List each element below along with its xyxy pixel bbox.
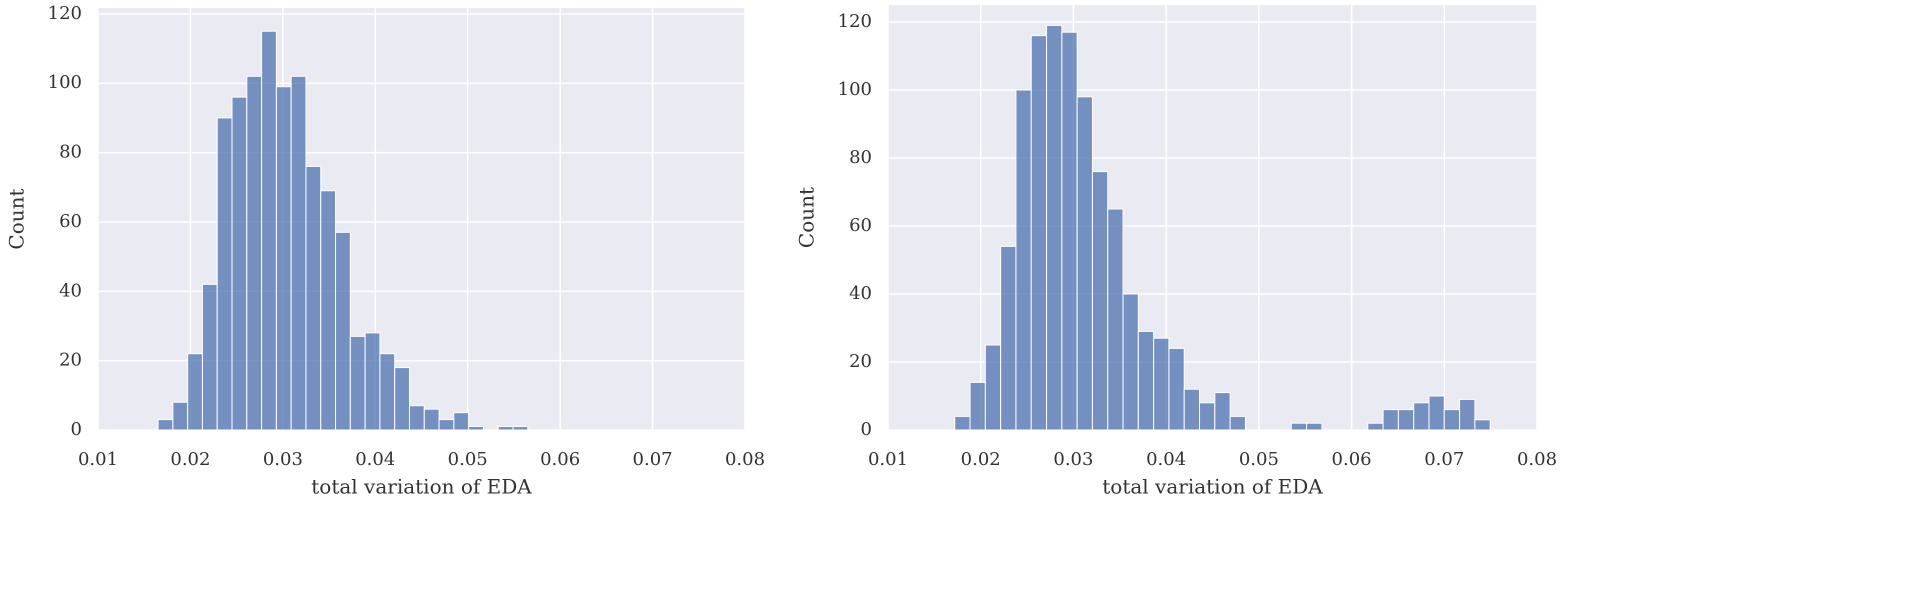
x-tick-label: 0.07 [633, 449, 673, 470]
bar [438, 419, 455, 431]
y-tick-label: 100 [838, 79, 872, 100]
y-tick-label: 120 [838, 11, 872, 32]
x-tick-label: 0.03 [1053, 449, 1093, 470]
x-tick-label: 0.05 [1239, 449, 1279, 470]
bar [1000, 245, 1017, 431]
bar [187, 353, 203, 431]
bar [1214, 392, 1231, 431]
y-tick-label: 20 [59, 350, 82, 371]
bar [1397, 409, 1415, 431]
bar [453, 412, 470, 431]
y-tick-label: 80 [59, 142, 82, 163]
bar [1229, 415, 1246, 431]
bar [1168, 347, 1185, 431]
bar [497, 426, 514, 431]
bar [1367, 422, 1384, 431]
bar [969, 381, 986, 431]
x-tick-label: 0.04 [1146, 449, 1186, 470]
bar [1076, 96, 1093, 431]
bar [1183, 388, 1201, 431]
bar [335, 231, 351, 431]
bar [364, 332, 381, 431]
bar [216, 117, 233, 431]
bar [1107, 208, 1124, 431]
y-tick-label: 40 [59, 280, 82, 301]
bar [261, 30, 277, 431]
y-tick-label: 40 [849, 283, 872, 304]
bar [349, 335, 366, 431]
bar [1015, 89, 1032, 431]
x-tick-label: 0.08 [725, 449, 765, 470]
x-tick-label: 0.02 [961, 449, 1001, 470]
bar [1199, 402, 1216, 431]
x-tick-label: 0.07 [1424, 449, 1464, 470]
y-axis-label: Count [795, 187, 819, 248]
y-axis-label: Count [5, 188, 29, 249]
bar [1290, 422, 1308, 431]
x-tick-label: 0.02 [170, 449, 210, 470]
y-tick-label: 60 [59, 211, 82, 232]
x-tick-label: 0.06 [1332, 449, 1372, 470]
bar [954, 415, 971, 431]
bar [1061, 31, 1078, 431]
x-tick-label: 0.01 [868, 449, 908, 470]
x-axis-label: total variation of EDA [311, 475, 532, 499]
bar [231, 96, 248, 431]
bar [468, 426, 484, 431]
bar [172, 401, 189, 431]
x-axis-label: total variation of EDA [1102, 475, 1323, 499]
x-tick-label: 0.05 [448, 449, 488, 470]
y-tick-label: 60 [849, 215, 872, 236]
bar [1382, 409, 1399, 431]
y-tick-label: 120 [48, 3, 82, 24]
bar [1153, 337, 1170, 431]
bar [408, 405, 425, 431]
bar [423, 408, 440, 431]
bar [157, 419, 174, 431]
bar [984, 344, 1002, 431]
x-tick-label: 0.03 [263, 449, 303, 470]
x-tick-label: 0.04 [355, 449, 395, 470]
bar [379, 353, 396, 431]
bar [320, 190, 337, 431]
bar [394, 367, 410, 431]
bar [1306, 422, 1323, 431]
y-tick-label: 0 [861, 419, 872, 440]
bar [1046, 24, 1063, 431]
bar [1091, 171, 1109, 431]
y-tick-label: 100 [48, 72, 82, 93]
bar [201, 283, 218, 431]
bar [290, 75, 307, 431]
x-tick-label: 0.08 [1517, 449, 1557, 470]
y-tick-label: 20 [849, 351, 872, 372]
bar [1443, 409, 1461, 431]
bar [1137, 330, 1155, 431]
bar [512, 426, 529, 431]
bar [275, 86, 292, 431]
x-tick-label: 0.01 [78, 449, 118, 470]
bar [1459, 398, 1476, 431]
x-tick-label: 0.06 [540, 449, 580, 470]
y-tick-label: 80 [849, 147, 872, 168]
bar [1030, 35, 1048, 431]
y-tick-label: 0 [71, 419, 82, 440]
bar [1122, 293, 1139, 431]
bar [246, 75, 263, 431]
bar [1428, 395, 1445, 431]
bar [1413, 402, 1430, 431]
bar [1474, 419, 1491, 431]
bar [305, 165, 322, 431]
